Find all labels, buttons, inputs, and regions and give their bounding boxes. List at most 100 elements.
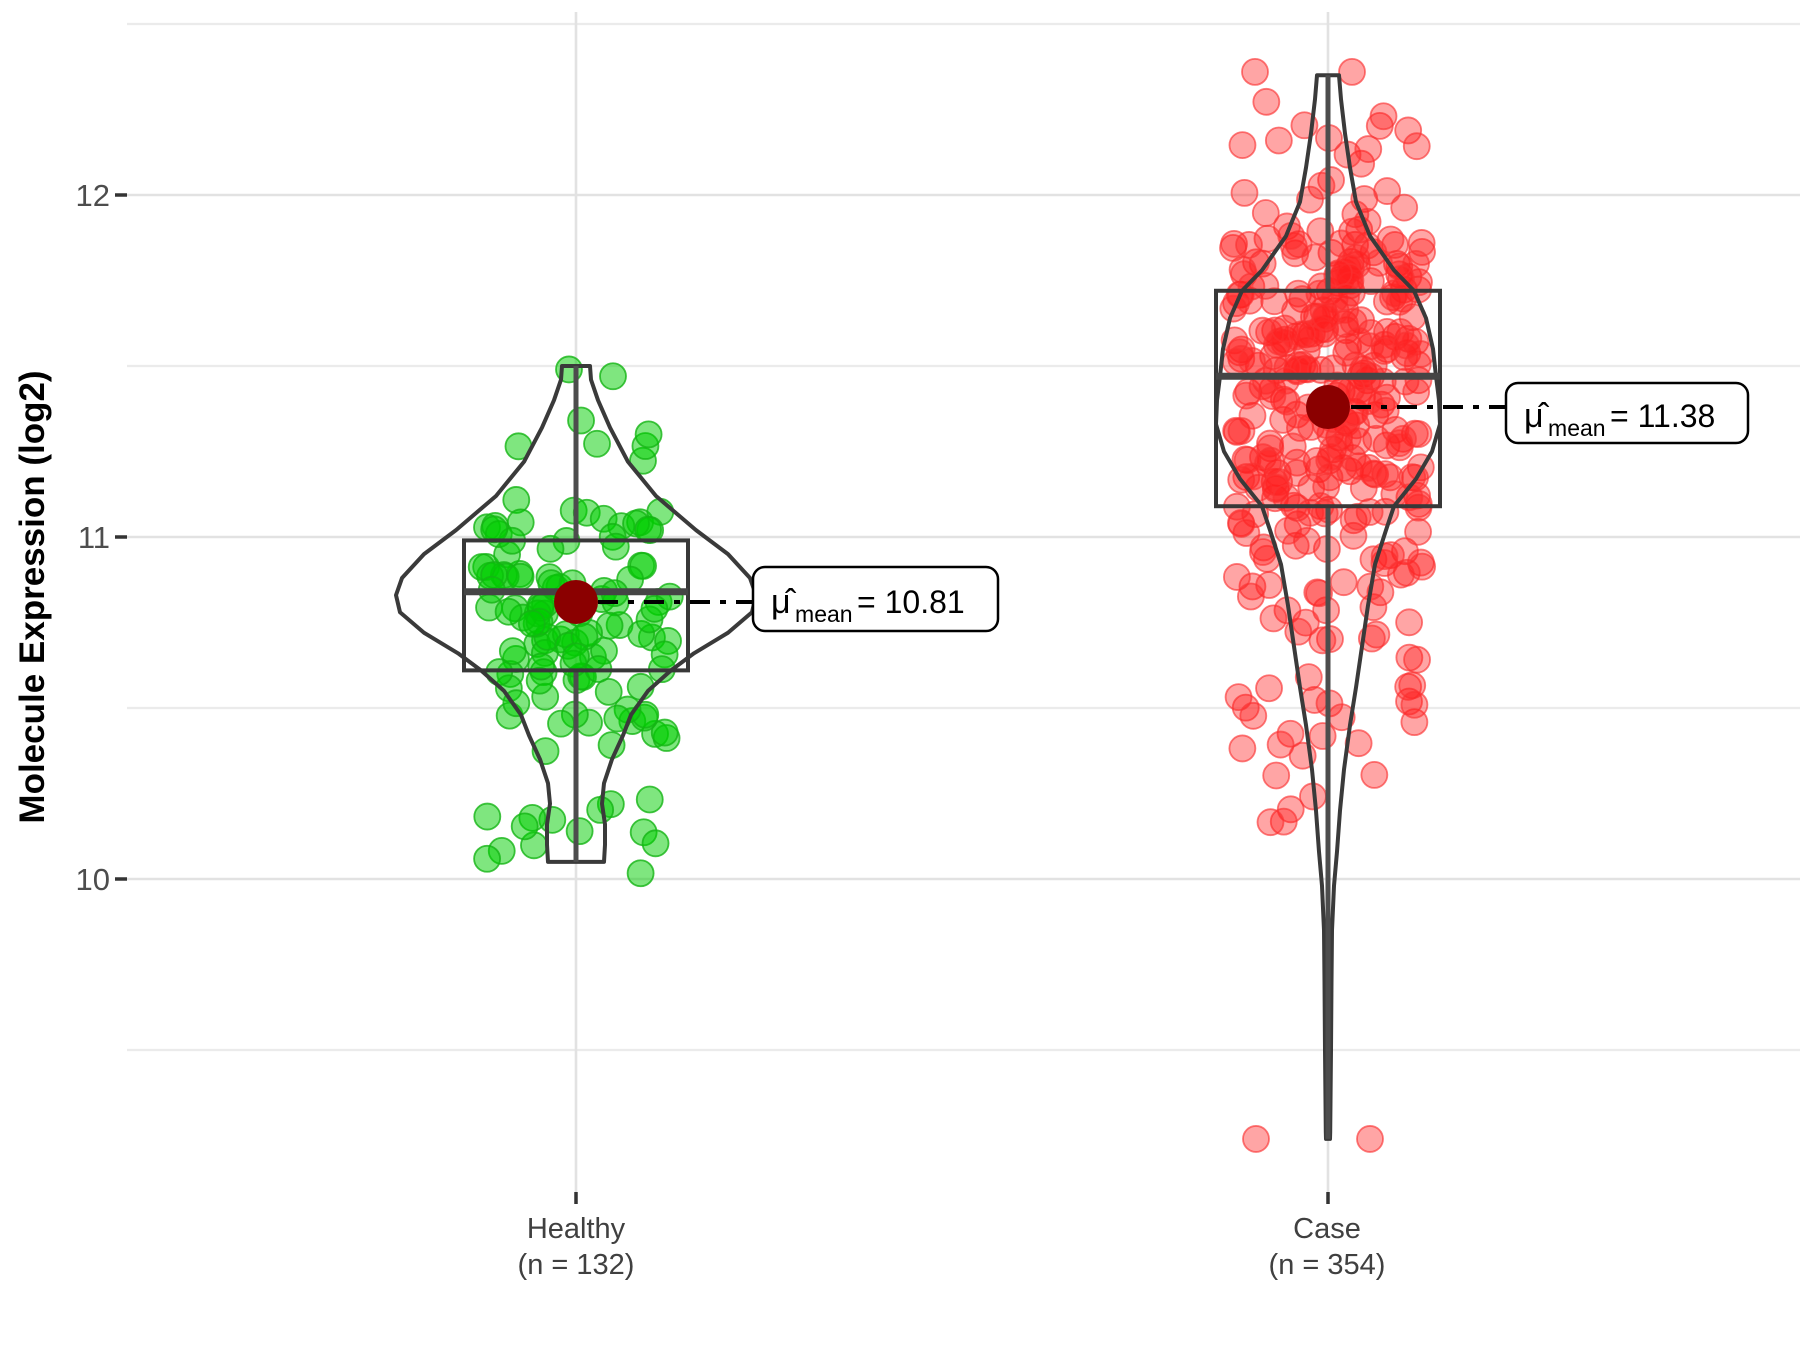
jitter-point: [1392, 331, 1421, 360]
y-tick-label-10: 10: [76, 862, 110, 897]
jitter-point: [1390, 193, 1419, 222]
jitter-point: [1242, 1125, 1270, 1153]
jitter-point: [502, 486, 531, 514]
jitter-point: [1385, 429, 1414, 458]
mean-label-case: μ̂ mean = 11.38: [1524, 397, 1715, 441]
jitter-point: [1294, 663, 1323, 692]
mean-value: = 10.81: [857, 584, 965, 620]
gridlines-minor: [127, 22, 1800, 1052]
jitter-point: [1354, 453, 1383, 482]
jitter-point: [1329, 568, 1358, 597]
jitter-point: [527, 652, 556, 681]
jitter-point: [1255, 674, 1283, 703]
jitter-point: [1262, 761, 1291, 790]
jitter-points-case: [1219, 57, 1436, 1153]
jitter-point: [1333, 423, 1362, 452]
jitter-point: [473, 844, 501, 873]
violin-outline: [394, 364, 758, 864]
jitter-point: [1343, 502, 1372, 531]
jitter-point: [1253, 224, 1282, 253]
jitter-point: [1395, 608, 1424, 637]
boxplot-boxes: [462, 288, 1442, 673]
jitter-point: [641, 829, 670, 858]
jitter-point: [1220, 229, 1248, 258]
jitter-point: [1283, 459, 1311, 487]
jitter-point: [1272, 366, 1300, 395]
jitter-point: [599, 362, 627, 391]
jitter-point: [594, 677, 623, 706]
mean-subscript: mean: [1548, 415, 1606, 441]
jitter-point: [1223, 563, 1251, 591]
jitter-point: [565, 817, 594, 846]
jitter-point: [1407, 229, 1436, 257]
mean-label-boxes: [751, 381, 1750, 633]
jitter-point: [1354, 387, 1383, 415]
jitter-point: [1356, 1125, 1384, 1153]
jitter-point: [1402, 377, 1431, 406]
jitter-point: [1227, 417, 1256, 445]
y-axis-title: Molecule Expression (log2): [13, 370, 52, 823]
jitter-point: [1274, 516, 1303, 545]
y-tick-label-12: 12: [76, 178, 110, 213]
jitter-point: [506, 562, 535, 591]
jitter-point: [601, 532, 630, 561]
jitter-point: [586, 795, 615, 824]
mean-subscript: mean: [795, 601, 853, 627]
jitter-point: [1224, 683, 1253, 712]
jitter-point: [1278, 432, 1307, 461]
jitter-point: [562, 642, 590, 671]
jitter-point: [635, 785, 664, 814]
jitter-point: [1241, 57, 1269, 86]
jitter-point: [1344, 452, 1373, 481]
jitter-point: [1227, 510, 1256, 538]
jitter-point: [1239, 701, 1268, 730]
jitter-point: [1310, 499, 1339, 528]
mean-dot: [1306, 385, 1350, 430]
jitter-point: [547, 709, 575, 738]
jitter-point: [1228, 734, 1257, 763]
y-tick-label-11: 11: [78, 520, 110, 555]
jitter-point: [1266, 730, 1295, 759]
jitter-point: [1270, 314, 1299, 343]
jitter-point: [1370, 337, 1399, 365]
jitter-point: [1360, 761, 1389, 789]
x-label-case: Case: [1293, 1213, 1361, 1245]
jitter-point: [1344, 326, 1373, 355]
jitter-point: [1403, 645, 1431, 674]
jitter-point: [1308, 626, 1337, 655]
jitter-point: [1332, 283, 1360, 311]
jitter-point: [1236, 582, 1265, 611]
jitter-point: [1354, 135, 1383, 163]
jitter-point: [1264, 126, 1293, 155]
jitter-point: [510, 812, 539, 841]
jitter-point: [1228, 131, 1257, 160]
gridlines-major: [127, 193, 1800, 881]
x-sublabel-case: (n = 354): [1269, 1249, 1386, 1281]
box-whiskers: [573, 75, 1331, 1139]
jitter-point: [1408, 552, 1436, 581]
jitter-point: [1344, 427, 1373, 456]
mean-label-box: [1504, 381, 1750, 445]
jitter-point: [494, 597, 523, 626]
jitter-point: [626, 859, 655, 888]
jitter-point: [1256, 808, 1285, 837]
jitter-point: [480, 515, 509, 544]
jitter-point: [1400, 690, 1429, 719]
boxplot-box: [1214, 288, 1442, 509]
x-sublabel-healthy: (n = 132): [518, 1249, 635, 1281]
jitter-point: [1312, 302, 1340, 331]
jitter-point: [1301, 243, 1330, 272]
jitter-point: [1402, 249, 1430, 278]
mean-label-healthy: μ̂ mean = 10.81: [771, 583, 965, 627]
jitter-point: [650, 718, 679, 747]
jitter-point: [583, 429, 611, 458]
mean-dots: [554, 385, 1350, 624]
jitter-point: [640, 594, 669, 623]
boxplot-box: [462, 538, 690, 673]
jitter-point: [517, 609, 546, 638]
jitter-point: [634, 515, 662, 544]
jitter-point: [1259, 604, 1288, 633]
jitter-point: [1232, 381, 1261, 410]
